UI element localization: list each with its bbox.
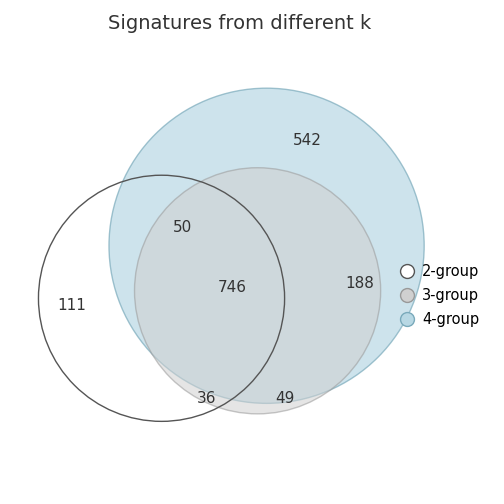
Text: 50: 50 bbox=[173, 220, 192, 235]
Text: 542: 542 bbox=[293, 133, 322, 148]
Text: 746: 746 bbox=[218, 280, 246, 295]
Text: 188: 188 bbox=[345, 276, 374, 291]
Legend: 2-group, 3-group, 4-group: 2-group, 3-group, 4-group bbox=[396, 260, 484, 331]
Circle shape bbox=[135, 168, 381, 414]
Circle shape bbox=[109, 88, 424, 403]
Title: Signatures from different k: Signatures from different k bbox=[108, 14, 371, 33]
Text: 49: 49 bbox=[275, 391, 294, 406]
Text: 111: 111 bbox=[57, 298, 86, 313]
Text: 36: 36 bbox=[197, 391, 216, 406]
